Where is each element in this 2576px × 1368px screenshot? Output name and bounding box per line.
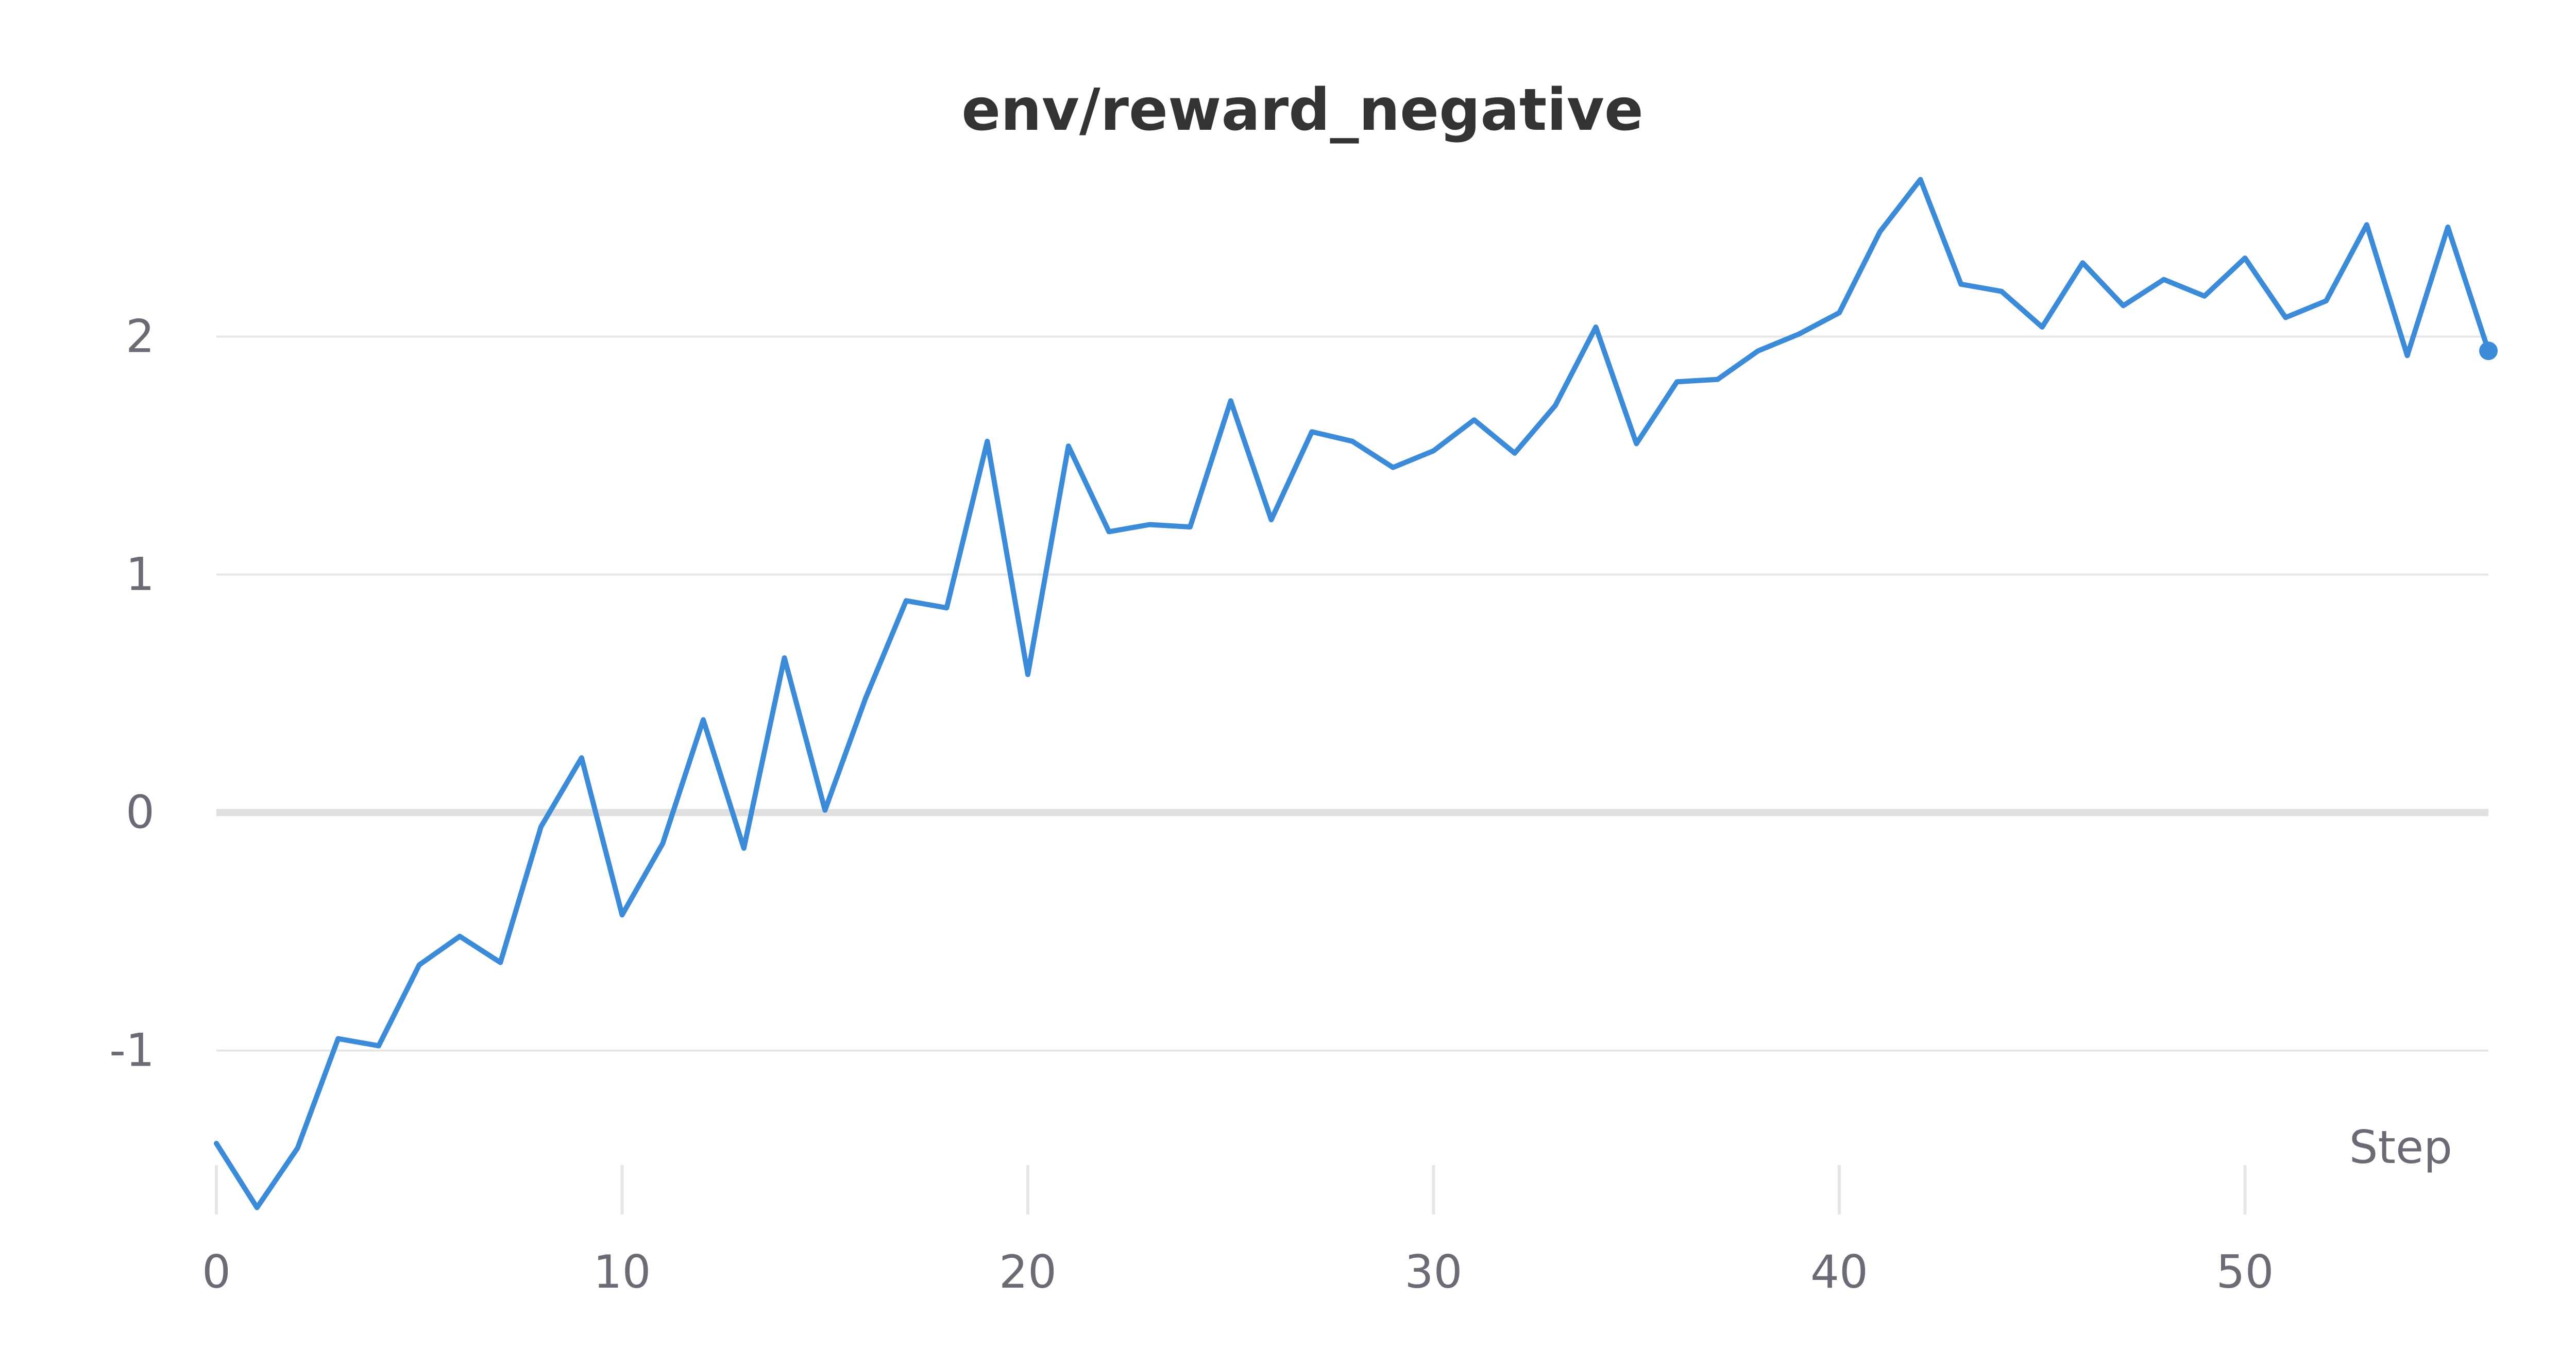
x-tick-label: 50: [2216, 1245, 2274, 1298]
y-axis-ticks: -1 0 1 2: [109, 310, 155, 1076]
y-tick-label: 0: [126, 786, 155, 839]
x-tick-label: 20: [999, 1245, 1057, 1298]
y-tick-label: 1: [126, 548, 155, 601]
x-axis-label: Step: [2349, 1121, 2452, 1174]
chart-title: env/reward_negative: [961, 77, 1643, 144]
x-tick-label: 10: [594, 1245, 651, 1298]
x-axis-ticks: 0 10 20 30 40 50: [202, 1165, 2274, 1298]
series-line: [214, 177, 2491, 1210]
y-tick-label: -1: [109, 1024, 155, 1077]
y-tick-label: 2: [126, 310, 155, 363]
x-tick-label: 30: [1405, 1245, 1463, 1298]
series-last-point: [2479, 341, 2498, 361]
x-tick-label: 0: [202, 1245, 231, 1298]
x-tick-label: 40: [1810, 1245, 1868, 1298]
